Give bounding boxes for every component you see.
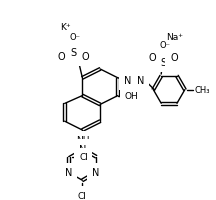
- Text: S: S: [70, 48, 77, 58]
- Text: O: O: [170, 53, 178, 63]
- Text: N: N: [137, 75, 144, 85]
- Text: K⁺: K⁺: [60, 23, 71, 32]
- Text: Cl: Cl: [79, 152, 88, 161]
- Text: CH₃: CH₃: [195, 86, 210, 95]
- Text: N: N: [92, 168, 100, 178]
- Text: N: N: [65, 168, 72, 178]
- Text: NH: NH: [76, 136, 89, 145]
- Text: O: O: [58, 52, 65, 62]
- Text: N: N: [124, 75, 131, 85]
- Text: N: N: [79, 144, 86, 154]
- Text: O⁻: O⁻: [70, 33, 81, 42]
- Text: OH: OH: [125, 92, 138, 101]
- Text: O: O: [149, 53, 156, 63]
- Text: O⁻: O⁻: [160, 41, 171, 50]
- Text: O: O: [81, 52, 89, 62]
- Text: Cl: Cl: [78, 191, 87, 200]
- Text: S: S: [160, 58, 166, 68]
- Text: Na⁺: Na⁺: [167, 33, 184, 42]
